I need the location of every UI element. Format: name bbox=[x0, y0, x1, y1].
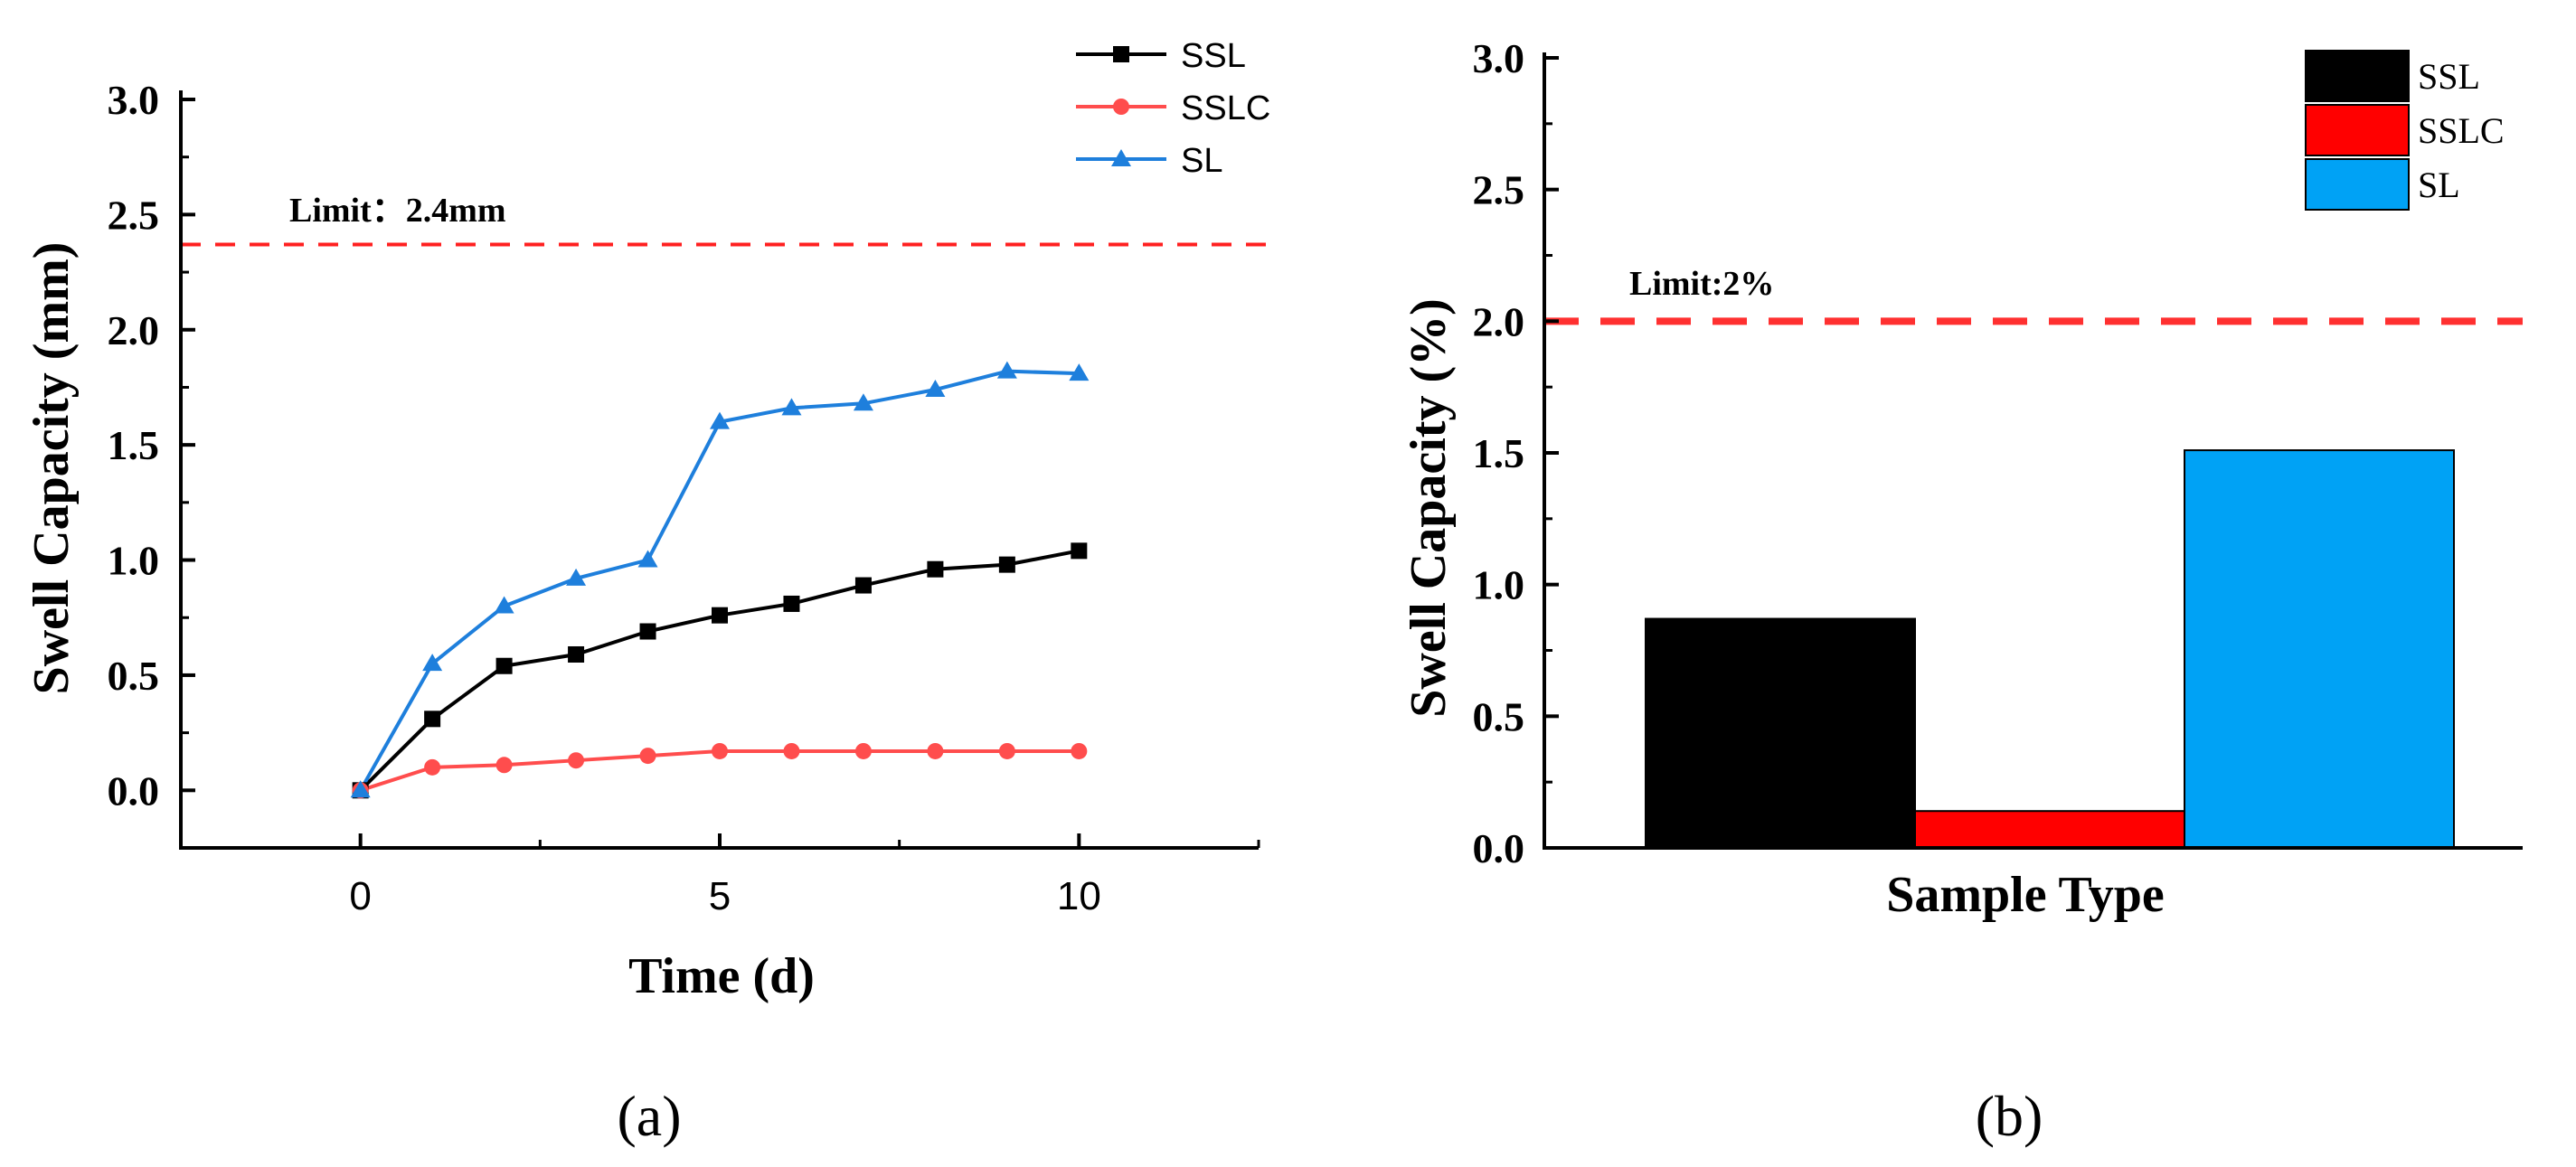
a-y-tick-label: 1.5 bbox=[108, 422, 160, 468]
a-point-sl bbox=[1069, 363, 1090, 381]
b-y-tick-label: 1.0 bbox=[1473, 562, 1525, 608]
b-bar-ssl bbox=[1645, 617, 1916, 849]
a-point-sslc bbox=[927, 742, 944, 759]
b-bars-group bbox=[1645, 449, 2455, 849]
b-legend-label-ssl: SSL bbox=[2418, 56, 2480, 97]
a-point-ssl bbox=[1071, 542, 1088, 560]
b-panel-label: (b) bbox=[1976, 1084, 2043, 1148]
a-x-axis-title: Time (d) bbox=[628, 948, 815, 1004]
a-y-tick-label: 2.5 bbox=[108, 192, 160, 238]
a-legend: SSL SSLC SL bbox=[1076, 37, 1270, 180]
a-point-sslc bbox=[783, 742, 800, 759]
a-point-ssl bbox=[568, 645, 585, 663]
b-limit-label: Limit:2% bbox=[1629, 265, 1774, 303]
a-axes: 0.0 0.5 1.0 1.5 2.0 2.5 3.0 0 5 10 bbox=[108, 77, 1260, 918]
b-legend-label-sslc: SSLC bbox=[2418, 110, 2505, 151]
a-point-sl bbox=[781, 398, 802, 416]
a-y-axis-title: Swell Capacity (mm) bbox=[24, 242, 80, 695]
a-point-ssl bbox=[854, 577, 872, 594]
a-point-ssl bbox=[783, 595, 800, 612]
b-y-tick-label: 0.5 bbox=[1473, 693, 1525, 739]
b-y-axis-title: Swell Capacity (%) bbox=[1401, 298, 1457, 718]
a-x-tick-label: 5 bbox=[709, 874, 731, 918]
a-x-tick-label: 10 bbox=[1057, 874, 1101, 918]
b-bar-sl bbox=[2184, 449, 2455, 849]
a-series-line-sl bbox=[358, 369, 1080, 792]
a-legend-label-sl: SL bbox=[1181, 142, 1222, 180]
panel-a-line-chart: 0.0 0.5 1.0 1.5 2.0 2.5 3.0 0 5 10 SSL SSLC SL Time… bbox=[24, 37, 1277, 1148]
a-point-sslc bbox=[712, 742, 728, 759]
a-legend-label-ssl: SSL bbox=[1181, 37, 1246, 75]
a-point-ssl bbox=[927, 560, 944, 578]
a-point-ssl bbox=[998, 556, 1015, 573]
b-legend-label-sl: SL bbox=[2418, 165, 2460, 205]
a-point-sslc bbox=[639, 748, 656, 765]
b-y-tick-label: 2.0 bbox=[1473, 298, 1525, 344]
b-y-tick-label: 2.5 bbox=[1473, 167, 1525, 213]
a-panel-label: (a) bbox=[617, 1084, 681, 1148]
a-series-group bbox=[350, 361, 1090, 799]
a-point-sl bbox=[566, 568, 587, 586]
a-y-tick-label: 0.0 bbox=[108, 767, 160, 814]
a-point-ssl bbox=[712, 607, 728, 624]
a-point-sl bbox=[710, 411, 730, 429]
a-y-tick-label: 0.5 bbox=[108, 653, 160, 699]
b-y-tick-label: 0.0 bbox=[1473, 825, 1525, 871]
b-y-tick-label: 3.0 bbox=[1473, 35, 1525, 81]
a-point-sl bbox=[637, 550, 658, 568]
a-legend-marker-sslc bbox=[1113, 99, 1129, 115]
a-legend-marker-ssl bbox=[1113, 46, 1129, 62]
a-point-sslc bbox=[854, 742, 872, 759]
a-limit-label: Limit：2.4mm bbox=[289, 192, 506, 230]
a-point-ssl bbox=[495, 657, 513, 674]
b-axes: 0.0 0.5 1.0 1.5 2.0 2.5 3.0 bbox=[1473, 35, 2523, 871]
b-legend: SSL SSLC SL bbox=[2305, 50, 2505, 211]
a-y-tick-label: 3.0 bbox=[108, 77, 160, 123]
b-bar-sslc bbox=[1914, 810, 2185, 849]
a-point-sl bbox=[494, 596, 514, 614]
a-legend-marker-sl bbox=[1111, 149, 1131, 166]
a-point-sl bbox=[996, 361, 1017, 379]
a-point-sslc bbox=[495, 757, 513, 774]
a-legend-label-sslc: SSLC bbox=[1181, 89, 1270, 127]
panel-b-bar-chart: 0.0 0.5 1.0 1.5 2.0 2.5 3.0 SSL SSLC SL Sample T… bbox=[1401, 35, 2523, 1148]
b-legend-swatch-sslc bbox=[2305, 104, 2410, 156]
a-y-tick-label: 2.0 bbox=[108, 307, 160, 353]
b-x-axis-title: Sample Type bbox=[1886, 867, 2165, 923]
a-x-tick-label: 0 bbox=[349, 874, 371, 918]
a-point-sslc bbox=[1071, 742, 1088, 759]
a-point-ssl bbox=[639, 623, 656, 640]
a-point-sl bbox=[853, 393, 873, 411]
a-y-tick-label: 1.0 bbox=[108, 538, 160, 584]
a-point-ssl bbox=[424, 711, 441, 728]
b-legend-swatch-sl bbox=[2305, 158, 2410, 211]
a-point-sslc bbox=[424, 758, 441, 776]
b-y-tick-label: 1.5 bbox=[1473, 430, 1525, 476]
b-legend-swatch-ssl bbox=[2305, 50, 2410, 102]
a-point-sslc bbox=[998, 742, 1015, 759]
a-point-sl bbox=[350, 780, 371, 798]
a-point-sslc bbox=[568, 752, 585, 769]
a-point-sl bbox=[422, 654, 443, 672]
a-point-sl bbox=[925, 380, 946, 398]
